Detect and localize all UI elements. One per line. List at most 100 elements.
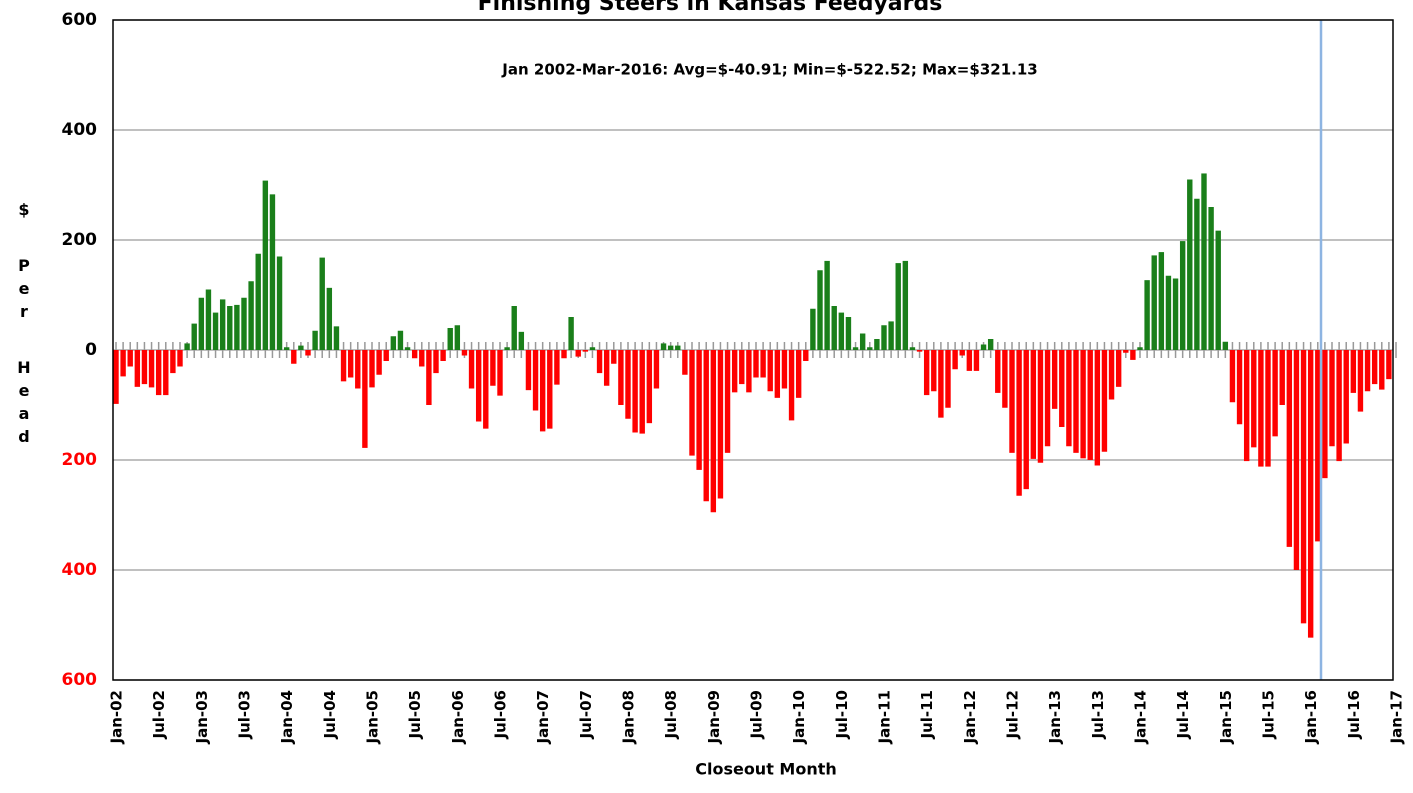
bar [1087,350,1093,460]
bar [667,345,674,350]
bar [262,180,269,350]
bar [938,350,944,418]
x-tick-label: Jan-16 [1302,690,1320,744]
bar [731,350,738,393]
y-tick-label: 600 [62,670,98,690]
bar [618,350,624,405]
bar [1236,350,1243,425]
bar [931,350,937,392]
bar [739,350,745,385]
bar [454,325,461,350]
x-tick-label: Jan-17 [1388,690,1406,744]
bar [248,281,254,350]
bar [1123,350,1129,353]
x-tick-label: Jul-12 [1004,690,1022,740]
bar [134,350,141,387]
y-tick-label: 600 [62,10,98,30]
bar [916,350,923,352]
bar [724,350,731,453]
bar [1300,350,1307,624]
bar [426,350,432,405]
x-tick-label: Jul-09 [748,690,766,740]
bar [1279,350,1285,405]
bar [995,350,1001,393]
bar [1002,350,1008,408]
x-tick-label: Jul-11 [918,690,936,740]
bar [696,350,702,470]
x-tick-label: Jul-08 [662,690,680,740]
bar [440,350,446,361]
bar [1144,280,1150,350]
bar [987,339,994,350]
bar [1009,350,1015,453]
x-tick-label: Jan-12 [961,690,979,744]
bar [781,350,788,389]
bar [362,350,368,448]
bar [198,297,205,350]
bar [1080,350,1086,459]
x-tick-label: Jan-13 [1046,690,1064,744]
plot-frame [112,19,1394,681]
bar [653,350,660,389]
bar [675,345,681,350]
bar [113,350,119,404]
bar [710,350,717,513]
x-tick-label: Jul-03 [236,690,254,740]
bar [703,350,709,502]
bar [497,350,503,396]
bar [234,304,240,350]
chart-title: Finishing Steers in Kansas Feedyards [478,0,943,16]
bar [1016,350,1022,496]
bar [682,350,688,375]
bar [155,350,162,396]
bar [1251,350,1257,448]
bar [1258,350,1264,467]
bar [184,343,190,350]
bar [475,350,482,422]
bar [141,350,148,385]
bar [1371,350,1378,385]
bar [1158,252,1165,350]
bar [824,260,830,350]
bar [582,350,589,352]
bar [1101,350,1108,452]
bar [383,350,389,361]
x-tick-label: Jan-08 [620,690,638,744]
bar [170,350,176,374]
bar [312,330,318,350]
bar [952,350,958,370]
bar [973,350,980,371]
bar [561,350,567,359]
bar [1265,350,1271,467]
bar [411,350,418,359]
bar [625,350,631,419]
x-tick-label: Jul-04 [321,690,339,740]
x-tick-label: Jan-03 [193,690,211,744]
bar [504,347,510,350]
bar [1059,350,1065,427]
bar [1037,350,1044,463]
bar [1130,350,1136,360]
bar [1286,350,1293,547]
y-tick-label: 400 [62,560,98,580]
x-tick-label: Jan-15 [1217,690,1235,744]
bar [1187,179,1193,350]
bar [1307,350,1314,638]
bar [518,331,525,350]
bar [1343,350,1349,444]
bar [355,350,361,389]
bar [148,350,155,388]
x-tick-label: Jul-16 [1345,690,1363,740]
bar [283,347,290,350]
bar [1066,350,1072,447]
bar [291,350,297,364]
bar [269,194,276,350]
bar [1179,241,1186,350]
bar [909,347,916,350]
bar [689,350,695,456]
bar [511,306,517,350]
bar [575,350,581,357]
bar [397,330,404,350]
bar [298,345,304,350]
